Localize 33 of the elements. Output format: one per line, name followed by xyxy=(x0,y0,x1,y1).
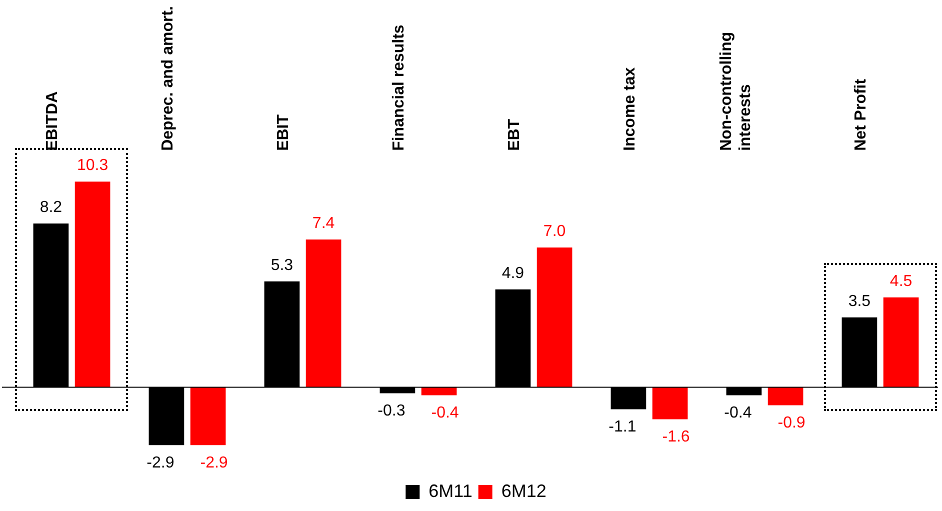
data-label: 5.3 xyxy=(270,256,294,274)
data-label: 3.5 xyxy=(848,292,871,310)
x-tick-label: Income tax xyxy=(621,67,638,151)
bar xyxy=(652,387,688,420)
data-label: -0.3 xyxy=(378,402,406,420)
legend-label: 6M12 xyxy=(501,480,546,501)
x-tick-label: Deprec. and amort. xyxy=(159,6,176,151)
bar xyxy=(306,240,342,388)
bar xyxy=(883,297,919,388)
data-label: -2.9 xyxy=(200,454,228,472)
bar xyxy=(74,182,110,388)
data-label: -0.4 xyxy=(431,404,459,422)
data-label: 7.4 xyxy=(312,214,335,232)
x-tick-label: Net Profit xyxy=(852,78,870,151)
data-label: -2.9 xyxy=(146,454,174,472)
data-label: -1.1 xyxy=(608,418,636,436)
data-label: 10.3 xyxy=(76,157,108,174)
data-label: -1.6 xyxy=(662,428,690,446)
x-tick-label: EBITDA xyxy=(44,90,61,151)
x-tick-label: EBT xyxy=(506,118,523,151)
data-label: 4.5 xyxy=(890,272,912,290)
legend-label: 6M11 xyxy=(428,480,472,501)
data-label: 4.9 xyxy=(502,264,524,282)
data-label: -0.9 xyxy=(778,414,806,432)
data-label: -0.4 xyxy=(724,404,752,422)
x-tick-label: Non-controlling interests xyxy=(718,32,754,151)
x-tick-label: EBIT xyxy=(274,114,292,151)
data-label: 8.2 xyxy=(40,198,62,216)
bar xyxy=(536,247,572,388)
bar xyxy=(190,387,226,446)
bar xyxy=(768,387,804,406)
data-label: 7.0 xyxy=(543,222,566,240)
x-tick-label: Financial results xyxy=(390,24,408,151)
